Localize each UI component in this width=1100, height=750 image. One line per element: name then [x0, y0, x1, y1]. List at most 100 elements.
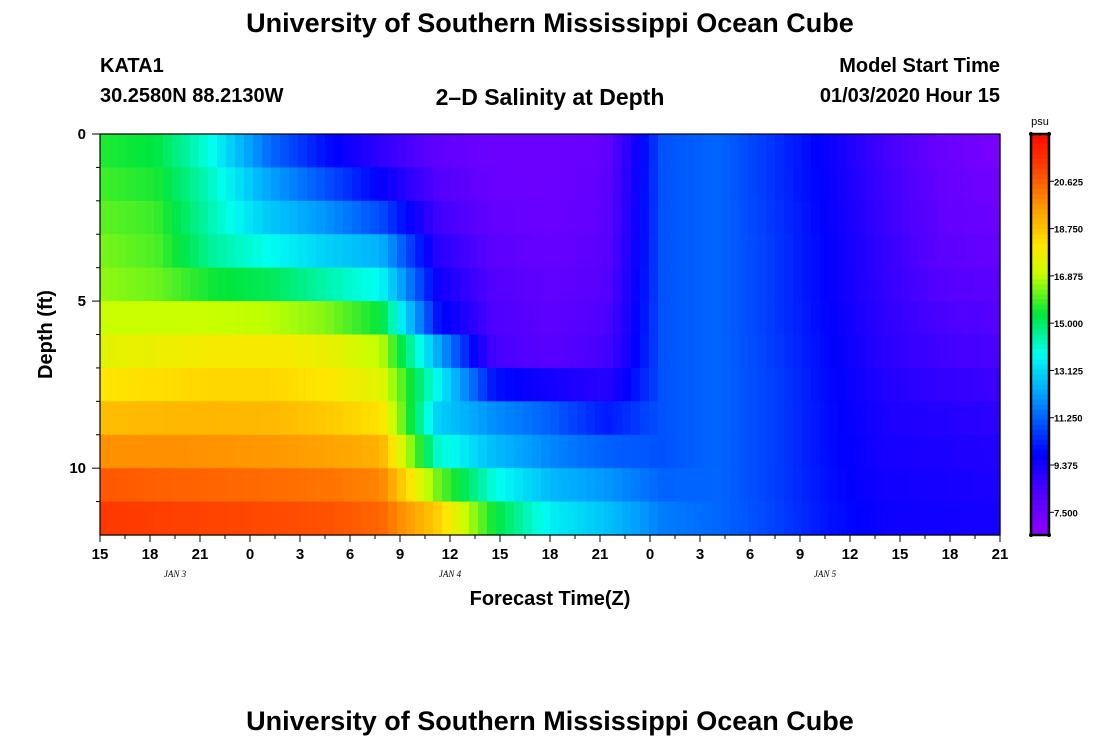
heat-cell: [964, 468, 974, 503]
heat-cell: [145, 434, 155, 469]
heat-cell: [154, 401, 164, 436]
heat-cell: [325, 234, 335, 269]
heat-cell: [838, 167, 848, 202]
heat-cell: [586, 301, 596, 336]
heat-cell: [127, 167, 137, 202]
heat-cell: [604, 200, 614, 235]
heat-cell: [802, 167, 812, 202]
heat-cell: [748, 401, 758, 436]
heat-cell: [100, 501, 110, 536]
heat-cell: [388, 401, 398, 436]
colorbar-swatch: [1031, 359, 1049, 366]
heat-cell: [253, 334, 263, 369]
heat-cell: [253, 167, 263, 202]
heat-cell: [397, 301, 407, 336]
colorbar-swatch: [1031, 264, 1049, 270]
heat-cell: [991, 234, 1001, 269]
heat-cell: [415, 367, 425, 402]
heat-cell: [181, 468, 191, 503]
heat-cell: [667, 167, 677, 202]
heat-cell: [559, 167, 569, 202]
heat-cell: [298, 267, 308, 302]
heat-cell: [163, 367, 173, 402]
heat-cell: [676, 134, 686, 169]
heat-cell: [901, 334, 911, 369]
heat-cell: [937, 267, 947, 302]
heat-cell: [307, 134, 317, 169]
heat-cell: [289, 434, 299, 469]
heat-cell: [487, 501, 497, 536]
colorbar-swatch: [1031, 324, 1049, 331]
heat-cell: [802, 501, 812, 536]
colorbar-swatch: [1031, 499, 1049, 506]
colorbar-swatch: [1031, 389, 1049, 396]
heat-cell: [766, 200, 776, 235]
heat-cell: [406, 401, 416, 436]
heat-cell: [406, 200, 416, 235]
heat-cell: [703, 367, 713, 402]
colorbar-swatch: [1031, 219, 1049, 225]
colorbar-corner: [1047, 132, 1051, 136]
heat-cell: [946, 134, 956, 169]
heat-cell: [550, 334, 560, 369]
heat-cell: [478, 367, 488, 402]
heat-cell: [586, 234, 596, 269]
heat-cell: [163, 468, 173, 503]
heat-cell: [892, 234, 902, 269]
heat-cell: [244, 301, 254, 336]
heat-cell: [154, 267, 164, 302]
heat-cell: [145, 200, 155, 235]
heat-cell: [676, 468, 686, 503]
heat-cell: [244, 134, 254, 169]
heat-cell: [532, 234, 542, 269]
heat-cell: [280, 434, 290, 469]
heat-cell: [460, 468, 470, 503]
heat-cell: [460, 434, 470, 469]
heat-cell: [361, 334, 371, 369]
heat-cell: [703, 434, 713, 469]
heat-cell: [568, 501, 578, 536]
heat-cell: [163, 234, 173, 269]
heat-cell: [352, 134, 362, 169]
heat-cell: [469, 501, 479, 536]
heat-cell: [613, 134, 623, 169]
heat-cell: [856, 501, 866, 536]
heat-cell: [235, 200, 245, 235]
heat-cell: [775, 501, 785, 536]
heat-cell: [748, 234, 758, 269]
heat-cell: [226, 501, 236, 536]
heat-cell: [820, 301, 830, 336]
heat-cell: [172, 200, 182, 235]
heat-cell: [775, 267, 785, 302]
heat-cell: [829, 401, 839, 436]
heat-cell: [397, 167, 407, 202]
heat-cell: [307, 501, 317, 536]
x-tick-label: 6: [746, 546, 754, 563]
heat-cell: [946, 501, 956, 536]
heat-cell: [883, 501, 893, 536]
heat-cell: [424, 234, 434, 269]
heat-cell: [658, 367, 668, 402]
heat-cell: [388, 200, 398, 235]
heat-cell: [730, 267, 740, 302]
heat-cell: [136, 301, 146, 336]
heat-cell: [892, 134, 902, 169]
heat-cell: [271, 167, 281, 202]
heatmap-cells: [100, 134, 1001, 536]
heat-cell: [523, 401, 533, 436]
heat-cell: [514, 267, 524, 302]
heat-cell: [208, 468, 218, 503]
colorbar-swatch: [1031, 149, 1049, 155]
heat-cell: [784, 501, 794, 536]
colorbar-swatch: [1031, 269, 1049, 275]
heat-cell: [910, 501, 920, 536]
heat-cell: [973, 234, 983, 269]
heat-cell: [865, 501, 875, 536]
heat-cell: [127, 501, 137, 536]
heat-cell: [793, 267, 803, 302]
heat-cell: [298, 367, 308, 402]
colorbar-swatch: [1031, 184, 1049, 190]
heat-cell: [694, 367, 704, 402]
heat-cell: [622, 501, 632, 536]
